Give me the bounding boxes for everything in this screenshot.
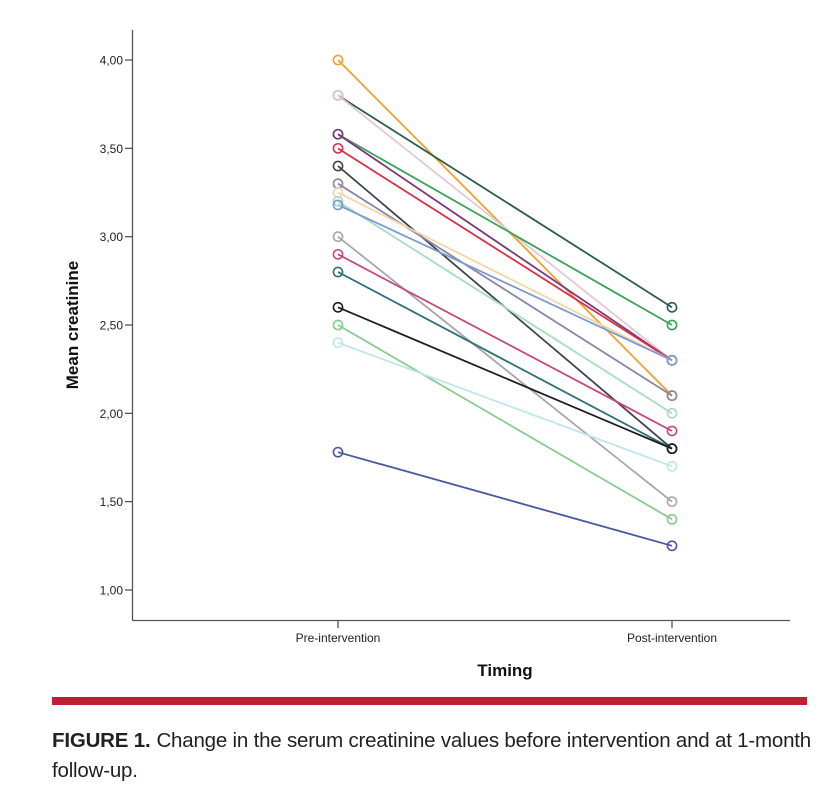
- series-line-patient-14: [337, 271, 673, 450]
- data-point-patient-15-pre: [332, 301, 344, 313]
- series-line-patient-12: [337, 235, 673, 503]
- data-point-patient-3-pre: [332, 89, 344, 101]
- y-tick-label: 4,00: [100, 54, 124, 68]
- data-point-patient-5-pre: [332, 128, 344, 140]
- figure-caption-text: Change in the serum creatinine values be…: [52, 729, 811, 782]
- series-line-patient-8: [337, 182, 673, 397]
- series-line-patient-6: [337, 147, 673, 362]
- series-line-patient-2: [337, 94, 673, 309]
- data-point-patient-13-post: [666, 425, 678, 437]
- y-tick-label: 1,50: [100, 495, 124, 509]
- series-line-patient-4: [337, 133, 673, 326]
- data-point-patient-10-post: [666, 407, 678, 419]
- data-point-patient-17-post: [666, 460, 678, 472]
- y-ticks: 1,00 1,50 2,00 2,50 3,00 3,50 4,00: [100, 54, 133, 597]
- x-tick-label: Post-intervention: [627, 631, 717, 645]
- data-point-patient-4-post: [666, 319, 678, 331]
- caption-divider: [52, 697, 807, 705]
- series-line-patient-3: [337, 94, 673, 362]
- data-point-patient-2-post: [666, 301, 678, 313]
- y-tick-label: 3,00: [100, 230, 124, 244]
- series-line-patient-18: [337, 451, 673, 547]
- x-axis-title: Timing: [477, 661, 532, 680]
- data-point-patient-18-post: [666, 540, 678, 552]
- data-point-patient-12-pre: [332, 231, 344, 243]
- y-tick-label: 1,00: [100, 583, 124, 597]
- data-point-patient-9-pre: [332, 187, 344, 198]
- data-point-patient-15-post: [666, 443, 678, 455]
- x-ticks: Pre-intervention Post-intervention: [296, 620, 717, 645]
- figure-label: FIGURE 1.: [52, 729, 151, 752]
- data-point-patient-11-pre: [332, 199, 344, 211]
- y-tick-label: 2,00: [100, 407, 124, 421]
- series-line-patient-16: [337, 324, 673, 521]
- data-point-patient-18-pre: [332, 446, 344, 458]
- y-tick-label: 3,50: [100, 142, 124, 156]
- data-point-patient-8-pre: [332, 178, 344, 190]
- data-point-patient-16-post: [666, 513, 678, 525]
- figure-caption: FIGURE 1. Change in the serum creatinine …: [52, 726, 822, 786]
- data-point-patient-1-pre: [332, 54, 344, 66]
- series-line-patient-17: [337, 341, 673, 468]
- data-point-patient-16-pre: [332, 319, 344, 331]
- data-point-patient-12-post: [666, 496, 678, 508]
- data-point-patient-14-pre: [332, 266, 344, 278]
- series-lines: [337, 59, 673, 547]
- series-line-patient-15: [337, 306, 673, 450]
- series-line-patient-11: [337, 204, 673, 362]
- y-axis-title: Mean creatinine: [63, 261, 82, 390]
- data-point-patient-11-post: [666, 354, 678, 366]
- data-point-patient-10-pre: [332, 195, 344, 207]
- series-line-patient-9: [337, 191, 673, 362]
- data-point-patient-7-pre: [332, 160, 344, 172]
- y-tick-label: 2,50: [100, 319, 124, 333]
- series-line-patient-13: [337, 253, 673, 432]
- data-point-patient-13-pre: [332, 248, 344, 260]
- data-point-patient-8-post: [666, 390, 678, 402]
- series-markers: [332, 54, 678, 552]
- data-point-patient-6-pre: [332, 142, 344, 154]
- series-line-patient-10: [337, 200, 673, 415]
- line-chart: 1,00 1,50 2,00 2,50 3,00 3,50 4,00 Pre-interve…: [63, 30, 790, 680]
- data-point-patient-17-pre: [332, 337, 344, 349]
- x-tick-label: Pre-intervention: [296, 631, 381, 645]
- series-line-patient-5: [337, 133, 673, 362]
